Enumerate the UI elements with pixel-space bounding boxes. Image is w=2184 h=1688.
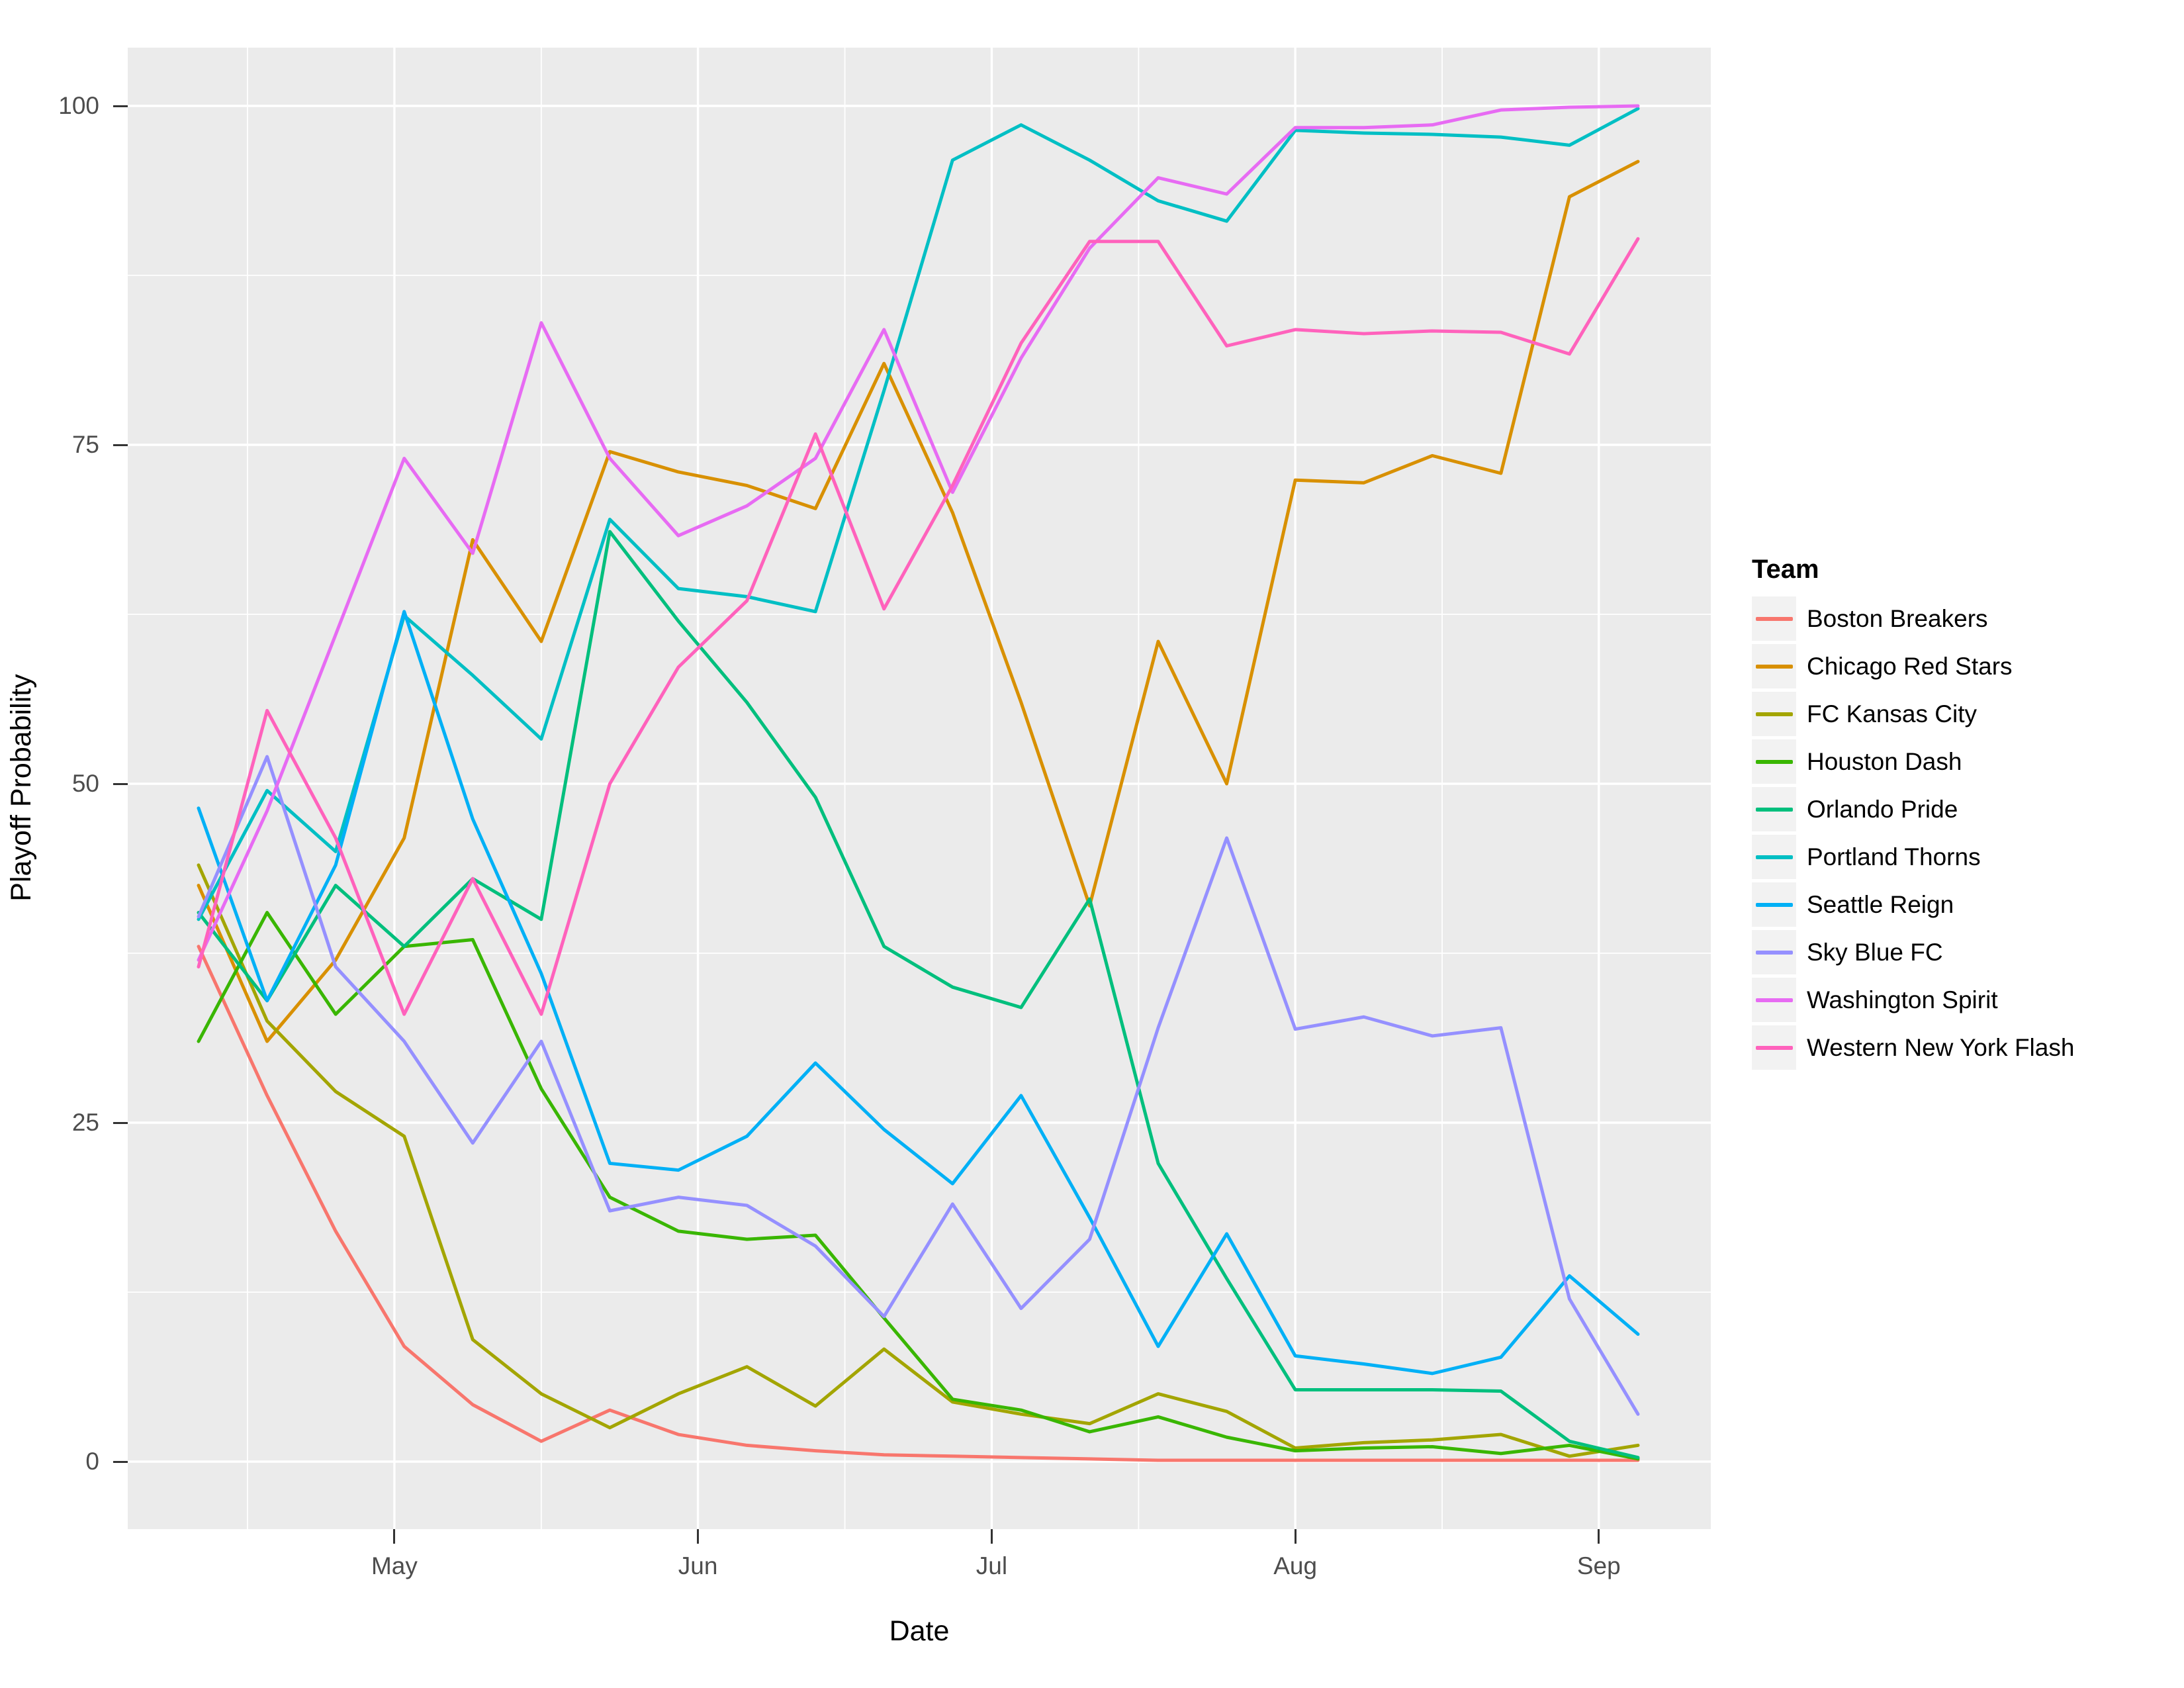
legend-title: Team [1752, 555, 1819, 584]
legend-key-box [1752, 930, 1796, 974]
series-line-western-new-york-flash [197, 237, 1640, 1016]
legend: Team Boston Breakers Chicago Red Stars FC … [1752, 555, 2074, 1073]
legend-label: Boston Breakers [1807, 604, 1988, 632]
plot-panel [128, 48, 1711, 1529]
legend-key-box [1752, 692, 1796, 736]
legend-item: Portland Thorns [1752, 835, 2074, 879]
y-tick-mark [113, 1121, 128, 1124]
legend-item: Western New York Flash [1752, 1025, 2074, 1070]
legend-label: Washington Spirit [1807, 986, 1998, 1013]
legend-key-box [1752, 787, 1796, 831]
legend-line-swatch [1755, 807, 1793, 812]
legend-label: Orlando Pride [1807, 795, 1958, 823]
x-tick-label: Aug [1273, 1552, 1318, 1579]
y-tick-mark [113, 782, 128, 785]
legend-line-swatch [1755, 902, 1793, 907]
legend-label: Sky Blue FC [1807, 938, 1943, 966]
series-line-chicago-red-stars [197, 160, 1640, 1043]
legend-label: Houston Dash [1807, 747, 1962, 775]
series-line-washington-spirit [197, 104, 1640, 962]
series-line-portland-thorns [197, 107, 1640, 921]
legend-item: Seattle Reign [1752, 882, 2074, 927]
legend-key-box [1752, 978, 1796, 1022]
y-tick-label: 0 [85, 1448, 99, 1475]
legend-label: FC Kansas City [1807, 700, 1978, 727]
legend-item: FC Kansas City [1752, 692, 2074, 736]
x-tick-label: Sep [1576, 1552, 1621, 1579]
legend-label: Chicago Red Stars [1807, 652, 2013, 680]
series-line-sky-blue-fc [197, 755, 1640, 1416]
legend-label: Western New York Flash [1807, 1033, 2075, 1061]
y-tick-mark [113, 105, 128, 107]
y-tick-label: 25 [71, 1109, 99, 1136]
y-tick-label: 100 [58, 92, 99, 119]
x-tick-mark [990, 1529, 993, 1544]
legend-rows: Boston Breakers Chicago Red Stars FC Kansa… [1752, 596, 2074, 1070]
legend-key-box [1752, 644, 1796, 688]
legend-item: Washington Spirit [1752, 978, 2074, 1022]
legend-line-swatch [1755, 1045, 1793, 1050]
legend-key-box [1752, 1025, 1796, 1070]
legend-label: Seattle Reign [1807, 890, 1954, 918]
legend-key-box [1752, 882, 1796, 927]
series-line-boston-breakers [197, 945, 1640, 1462]
legend-item: Sky Blue FC [1752, 930, 2074, 974]
x-tick-label: May [371, 1552, 418, 1579]
y-tick-label: 75 [71, 431, 99, 458]
legend-key-box [1752, 835, 1796, 879]
legend-line-swatch [1755, 616, 1793, 621]
x-tick-mark [1598, 1529, 1600, 1544]
x-tick-mark [697, 1529, 700, 1544]
legend-line-swatch [1755, 855, 1793, 859]
legend-item: Boston Breakers [1752, 596, 2074, 641]
legend-key-box [1752, 596, 1796, 641]
legend-key-box [1752, 739, 1796, 784]
x-tick-label: Jul [976, 1552, 1008, 1579]
y-axis-title: Playoff Probability [5, 674, 37, 902]
legend-line-swatch [1755, 950, 1793, 955]
x-tick-label: Jun [678, 1552, 718, 1579]
x-axis-title: Date [889, 1615, 950, 1647]
x-tick-mark [393, 1529, 396, 1544]
y-tick-mark [113, 444, 128, 446]
legend-label: Portland Thorns [1807, 843, 1981, 870]
legend-line-swatch [1755, 759, 1793, 764]
y-tick-mark [113, 1460, 128, 1463]
legend-line-swatch [1755, 998, 1793, 1002]
legend-item: Orlando Pride [1752, 787, 2074, 831]
series-line-orlando-pride [197, 530, 1640, 1460]
series-line-fc-kansas-city [197, 863, 1640, 1458]
legend-item: Chicago Red Stars [1752, 644, 2074, 688]
series-line-seattle-reign [197, 610, 1640, 1376]
legend-line-swatch [1755, 664, 1793, 669]
legend-item: Houston Dash [1752, 739, 2074, 784]
x-tick-mark [1294, 1529, 1297, 1544]
legend-line-swatch [1755, 712, 1793, 716]
y-tick-label: 50 [71, 770, 99, 797]
